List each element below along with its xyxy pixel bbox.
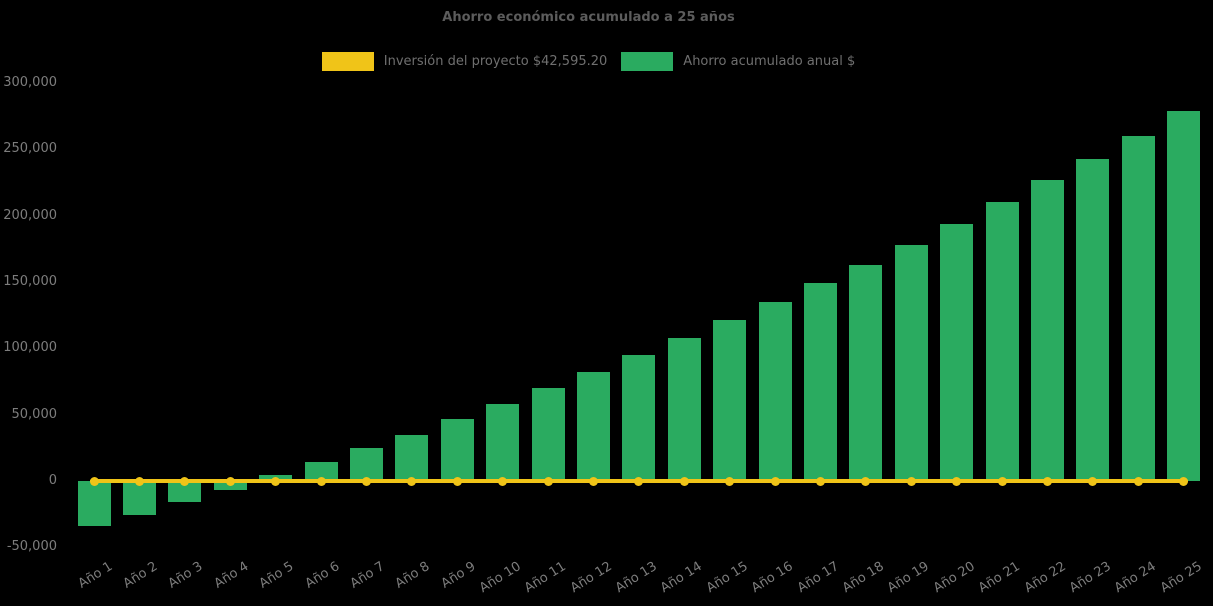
bar-año-7: [349, 447, 383, 481]
investment-line-marker: [952, 476, 962, 486]
investment-line-marker: [634, 476, 644, 486]
x-axis-tick-label: Año 25: [1157, 559, 1205, 596]
y-axis-tick-label: 150,000: [3, 274, 57, 289]
investment-line-marker: [861, 476, 871, 486]
bar-año-15: [713, 320, 747, 481]
investment-line-marker: [225, 476, 235, 486]
investment-line-marker: [906, 476, 916, 486]
bar-año-10: [486, 404, 520, 481]
bar-año-12: [576, 372, 610, 481]
chart-legend: Inversión del proyecto $42,595.20 Ahorro…: [0, 52, 1177, 71]
investment-line-marker: [271, 476, 281, 486]
x-axis-tick-label: Año 7: [347, 559, 388, 592]
legend-item-savings: Ahorro acumulado anual $: [621, 52, 855, 71]
bar-año-24: [1121, 136, 1155, 481]
x-axis-tick-label: Año 8: [392, 559, 433, 592]
bar-año-19: [894, 244, 928, 481]
investment-line-marker: [1088, 476, 1098, 486]
x-axis-tick-label: Año 2: [120, 559, 161, 592]
x-axis-tick-label: Año 23: [1066, 559, 1114, 596]
bar-año-25: [1167, 110, 1201, 481]
investment-line-marker: [1179, 476, 1189, 486]
bar-año-11: [531, 388, 565, 481]
x-axis-tick-label: Año 21: [976, 559, 1023, 596]
bar-año-23: [1076, 158, 1110, 481]
investment-line-marker: [725, 476, 735, 486]
bar-año-9: [440, 418, 474, 481]
investment-line-marker: [588, 476, 598, 486]
chart-title: Ahorro económico acumulado a 25 años: [442, 10, 735, 25]
bar-año-1: [77, 481, 111, 527]
bar-año-22: [1030, 179, 1064, 481]
x-axis-tick-label: Año 5: [256, 559, 297, 592]
bar-año-14: [667, 337, 701, 481]
x-axis-tick-label: Año 10: [476, 559, 524, 596]
y-axis-tick-label: 50,000: [11, 406, 58, 422]
legend-swatch-investment: [321, 52, 374, 71]
x-axis-tick-label: Año 1: [75, 559, 115, 592]
bar-año-21: [985, 202, 1019, 481]
legend-label-investment: Inversión del proyecto $42,595.20: [383, 54, 608, 69]
x-axis-tick-label: Año 24: [1112, 559, 1160, 596]
investment-line-marker: [134, 476, 144, 486]
bar-año-2: [122, 481, 156, 516]
x-axis-tick-label: Año 13: [612, 559, 660, 596]
x-axis-tick-label: Año 4: [211, 559, 252, 592]
y-axis-tick-label: 200,000: [3, 207, 57, 223]
x-axis-tick-label: Año 14: [658, 559, 706, 596]
investment-line-marker: [1133, 476, 1143, 486]
legend-label-savings: Ahorro acumulado anual $: [683, 54, 856, 69]
y-axis-tick-label: 100,000: [3, 340, 57, 356]
investment-line-marker: [361, 476, 371, 486]
x-axis-tick-label: Año 17: [794, 559, 842, 596]
x-axis-tick-label: Año 11: [522, 559, 569, 596]
bar-año-17: [803, 283, 837, 481]
investment-line-marker: [407, 476, 417, 486]
bar-año-13: [622, 354, 656, 481]
bar-año-18: [849, 264, 883, 481]
bar-año-3: [168, 481, 202, 503]
x-axis-tick-label: Año 18: [839, 559, 887, 596]
y-axis-tick-label: -50,000: [6, 539, 57, 555]
x-axis-tick-label: Año 22: [1021, 559, 1069, 596]
investment-line-marker: [498, 476, 508, 486]
bar-año-16: [758, 301, 792, 481]
x-axis-tick-label: Año 9: [438, 559, 479, 592]
x-axis-tick-label: Año 6: [302, 559, 342, 592]
x-axis-tick-label: Año 16: [749, 559, 796, 596]
investment-line-marker: [452, 476, 462, 486]
x-axis-tick-label: Año 15: [703, 559, 751, 596]
investment-line-marker: [997, 476, 1007, 486]
investment-line-marker: [679, 476, 689, 486]
x-axis-tick-label: Año 19: [885, 559, 933, 596]
y-axis-tick-label: 0: [48, 473, 57, 488]
investment-line-marker: [1042, 476, 1052, 486]
x-axis-tick-label: Año 12: [567, 559, 615, 596]
investment-line-marker: [180, 476, 190, 486]
investment-line-marker: [316, 476, 326, 486]
bar-año-8: [395, 434, 429, 481]
x-axis-tick-label: Año 3: [165, 559, 206, 592]
investment-line-marker: [543, 476, 553, 486]
x-axis-tick-label: Año 20: [930, 559, 978, 596]
bar-año-6: [304, 462, 338, 481]
bar-año-20: [940, 223, 974, 481]
investment-line-marker: [89, 476, 99, 486]
investment-line-marker: [815, 476, 825, 486]
y-axis-tick-label: 250,000: [3, 141, 57, 157]
y-axis-tick-label: 300,000: [3, 75, 57, 90]
legend-swatch-savings: [621, 52, 674, 71]
investment-line-marker: [770, 476, 780, 486]
legend-item-investment: Inversión del proyecto $42,595.20: [321, 52, 608, 71]
